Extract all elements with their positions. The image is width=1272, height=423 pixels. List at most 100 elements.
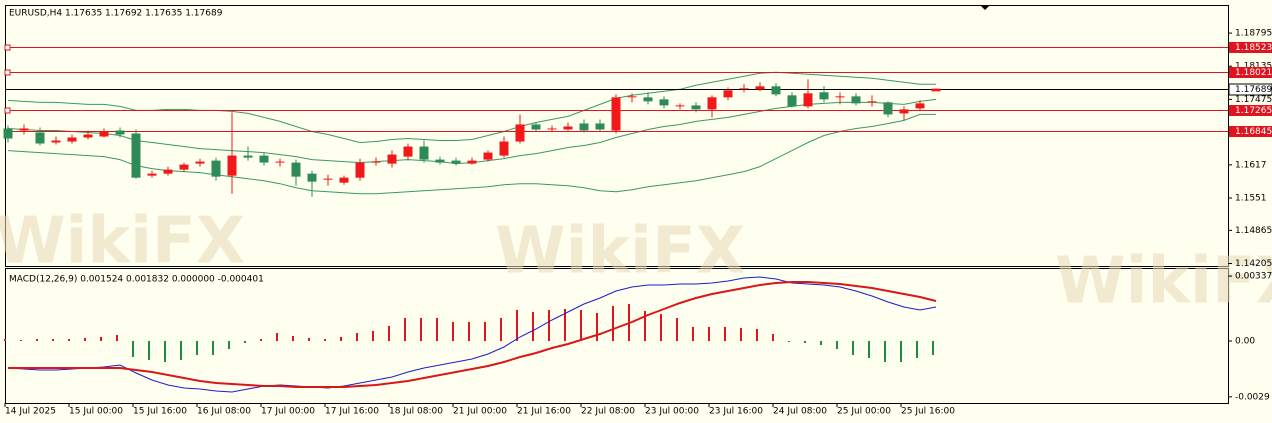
watermark: WikiFX [1055, 245, 1272, 319]
candle-body [659, 99, 669, 106]
histogram-bar [52, 338, 54, 341]
candle-body [723, 90, 733, 98]
histogram-bar [324, 338, 326, 341]
x-tick-label: 21 Jul 00:00 [453, 407, 507, 417]
histogram-bar [276, 332, 278, 341]
bid-label: 1.17689 [1235, 85, 1272, 95]
x-tick-label: 16 Jul 08:00 [197, 407, 251, 417]
candle-body [851, 96, 861, 104]
candle-body [435, 159, 445, 163]
histogram-bar [532, 312, 534, 341]
level-label: 1.16845 [1235, 127, 1272, 137]
candle-body [595, 123, 605, 130]
histogram-bar [420, 317, 422, 341]
y-tick-label: 1.1551 [1235, 193, 1267, 203]
candle-body [195, 161, 205, 164]
candle-body [179, 164, 189, 170]
x-tick-label: 22 Jul 08:00 [581, 407, 635, 417]
candle-body [547, 128, 557, 130]
candle-body [611, 97, 621, 131]
candle-body [403, 146, 413, 157]
histogram-bar [740, 327, 742, 341]
histogram-bar [804, 340, 806, 343]
x-tick-label: 24 Jul 08:00 [773, 407, 827, 417]
candle-body [307, 173, 317, 182]
candle-body [227, 155, 237, 176]
histogram-bar [468, 322, 470, 341]
candle-body [323, 178, 333, 180]
histogram-bar [84, 337, 86, 341]
y-tick-label: 1.17475 [1235, 95, 1272, 105]
x-tick-label: 18 Jul 08:00 [389, 407, 443, 417]
histogram-bar [372, 330, 374, 341]
x-tick-label: 15 Jul 00:00 [69, 407, 123, 417]
candle-body [579, 123, 589, 131]
histogram-bar [4, 338, 6, 341]
x-tick-label: 17 Jul 16:00 [325, 407, 379, 417]
histogram-bar [36, 338, 38, 341]
candle-body [563, 126, 573, 130]
histogram-bar [836, 340, 838, 349]
histogram-bar [900, 340, 902, 362]
candle-body [883, 102, 893, 115]
candle-body [83, 134, 93, 138]
level-label: 1.18523 [1235, 43, 1272, 53]
y-tick-label: 1.14205 [1235, 259, 1272, 269]
candle-body [515, 124, 525, 142]
y-tick-label: 1.18795 [1235, 29, 1272, 39]
candle-body [131, 133, 141, 178]
x-tick-label: 17 Jul 00:00 [261, 407, 315, 417]
histogram-bar [516, 310, 518, 341]
histogram-bar [500, 317, 502, 341]
histogram-bar [116, 334, 118, 341]
histogram-bar [100, 336, 102, 341]
histogram-bar [356, 332, 358, 341]
histogram-bar [644, 311, 646, 341]
y-tick-label: -0.0029 [1235, 392, 1270, 402]
watermark: WikiFX [0, 205, 245, 279]
y-tick-label: 0.003371 [1235, 272, 1272, 282]
macd-pane [5, 268, 1229, 404]
candle-body [163, 169, 173, 174]
x-tick-label: 14 Jul 2025 [5, 407, 56, 417]
candle-body [739, 88, 749, 90]
histogram-bar [20, 339, 22, 341]
histogram-bar [756, 328, 758, 341]
histogram-bar [308, 337, 310, 341]
histogram-bar [868, 340, 870, 358]
y-tick-label: 0.00 [1235, 336, 1255, 346]
candle-body [67, 137, 77, 142]
candle-body [499, 141, 509, 156]
histogram-bar [260, 338, 262, 341]
histogram-bar [132, 340, 134, 357]
candle-body [211, 160, 221, 177]
candle-body [691, 105, 701, 110]
x-tick-label: 23 Jul 16:00 [709, 407, 763, 417]
y-tick-label: 1.14865 [1235, 226, 1272, 236]
candle-body [707, 97, 717, 110]
histogram-bar [660, 314, 662, 341]
histogram-bar [244, 340, 246, 343]
candle-body [387, 154, 397, 164]
candle-body [867, 101, 877, 103]
macd-line [7, 276, 937, 393]
histogram-bar [852, 340, 854, 355]
candle-body [291, 162, 301, 177]
histogram-bar [148, 340, 150, 360]
level-label: 1.18021 [1235, 68, 1272, 78]
candle-body [371, 161, 381, 163]
candle-body [835, 96, 845, 98]
y-tick-label: 1.18135 [1235, 62, 1272, 72]
histogram-bar [452, 322, 454, 341]
candle-body [931, 88, 941, 92]
level-label: 1.17265 [1235, 106, 1272, 116]
candle-body [467, 160, 477, 164]
histogram-bar [68, 338, 70, 341]
candle-body [19, 128, 29, 131]
y-tick-label: 1.1617 [1235, 160, 1267, 170]
level-handle [4, 107, 11, 114]
histogram-bar [404, 317, 406, 341]
candle-body [355, 162, 365, 178]
histogram-bar [724, 326, 726, 341]
